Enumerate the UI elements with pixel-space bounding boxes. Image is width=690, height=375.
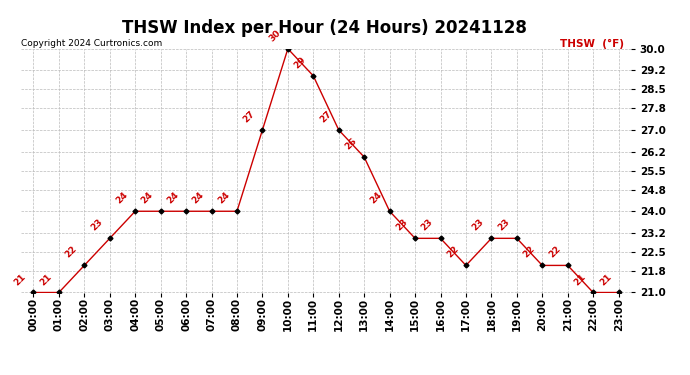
Text: 24: 24 <box>216 190 231 206</box>
Text: 22: 22 <box>547 244 562 260</box>
Text: 24: 24 <box>115 190 130 206</box>
Text: 22: 22 <box>522 244 537 260</box>
Text: 26: 26 <box>344 136 359 152</box>
Text: 23: 23 <box>89 217 104 233</box>
Text: 30: 30 <box>267 28 282 43</box>
Text: 22: 22 <box>445 244 460 260</box>
Text: Copyright 2024 Curtronics.com: Copyright 2024 Curtronics.com <box>21 39 162 48</box>
Text: 24: 24 <box>165 190 181 206</box>
Text: 24: 24 <box>140 190 155 206</box>
Text: 24: 24 <box>190 190 206 206</box>
Text: 21: 21 <box>598 272 613 287</box>
Text: THSW  (°F): THSW (°F) <box>560 39 624 50</box>
Text: 29: 29 <box>293 55 308 70</box>
Text: THSW Index per Hour (24 Hours) 20241128: THSW Index per Hour (24 Hours) 20241128 <box>122 19 526 37</box>
Text: 27: 27 <box>241 109 257 124</box>
Text: 22: 22 <box>63 244 79 260</box>
Text: 23: 23 <box>420 217 435 233</box>
Text: 24: 24 <box>368 190 384 206</box>
Text: 23: 23 <box>496 217 511 233</box>
Text: 21: 21 <box>38 272 53 287</box>
Text: 23: 23 <box>394 217 410 233</box>
Text: 23: 23 <box>471 217 486 233</box>
Text: 21: 21 <box>12 272 28 287</box>
Text: 21: 21 <box>573 272 588 287</box>
Text: 27: 27 <box>318 109 333 124</box>
